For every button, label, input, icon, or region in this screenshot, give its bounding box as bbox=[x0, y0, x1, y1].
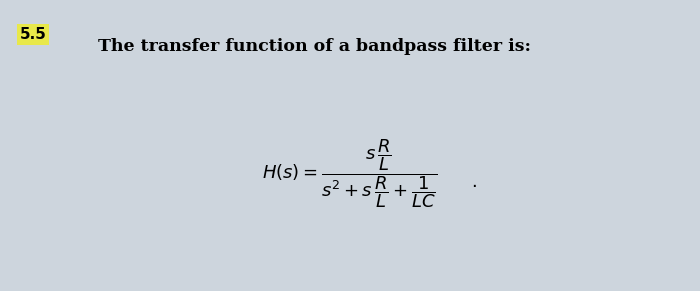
Text: $H(s) = \dfrac{s\,\dfrac{R}{L}}{s^2 + s\,\dfrac{R}{L} + \dfrac{1}{LC}}$: $H(s) = \dfrac{s\,\dfrac{R}{L}}{s^2 + s\… bbox=[262, 137, 438, 210]
Text: The transfer function of a bandpass filter is:: The transfer function of a bandpass filt… bbox=[97, 38, 531, 55]
Text: 5.5: 5.5 bbox=[20, 27, 46, 42]
Text: .: . bbox=[471, 173, 477, 191]
